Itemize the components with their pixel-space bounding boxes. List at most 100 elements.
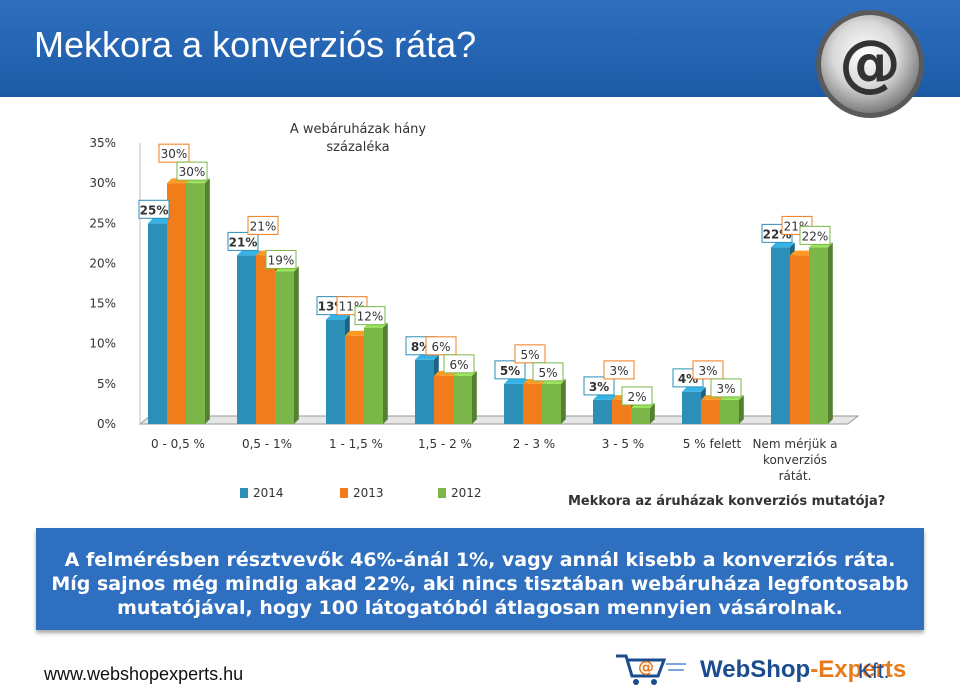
legend-swatch-2012 xyxy=(438,488,446,498)
bar-2013 xyxy=(790,255,809,424)
data-label-text: 2% xyxy=(627,390,646,404)
data-label-2013: 3% xyxy=(692,360,724,380)
data-label-2012: 6% xyxy=(443,354,475,374)
data-label-box xyxy=(265,249,297,269)
bar-2014 xyxy=(326,319,345,424)
x-tick-label: 1 - 1,5 % xyxy=(329,437,383,451)
data-label-box xyxy=(227,231,259,251)
bar-side-2012 xyxy=(472,371,477,424)
bar-2014 xyxy=(148,223,167,424)
legend-label-2013: 2013 xyxy=(353,486,384,500)
data-label-text: 6% xyxy=(449,358,468,372)
footer-url-link[interactable]: www.webshopexperts.hu xyxy=(44,664,244,684)
data-label-2014: 25% xyxy=(138,199,170,219)
bar-2013 xyxy=(434,375,453,424)
bar-2014 xyxy=(682,391,701,424)
data-label-2012: 2% xyxy=(621,386,653,406)
bar-top-2014 xyxy=(593,395,617,400)
bar-2013 xyxy=(701,399,720,424)
bar-top-2014 xyxy=(771,242,795,248)
bar-2013 xyxy=(167,183,186,424)
chart-subtitle: Mekkora az áruházak konverziós mutatója? xyxy=(568,494,886,509)
data-label-text: 12% xyxy=(357,310,384,324)
y-tick-label: 35% xyxy=(89,136,116,150)
bar-2012 xyxy=(542,383,561,424)
data-label-2014: 3% xyxy=(583,376,615,396)
data-label-2013: 30% xyxy=(158,143,190,163)
summary-line-3: mutatójával, hogy 100 látogatóból átlago… xyxy=(117,597,843,619)
chart-axes: 0% 5% 10% 15% 20% 25% 30% 35% 0 - 0,5 % 0,5 - 1% 1… xyxy=(89,136,860,483)
data-label-text: 21% xyxy=(229,235,258,249)
data-label-box xyxy=(247,215,279,235)
legend-label-2014: 2014 xyxy=(253,486,284,500)
data-label-box xyxy=(710,378,742,398)
bar-2012 xyxy=(275,271,294,424)
data-label-2012: 12% xyxy=(354,306,386,326)
data-label-2013: 21% xyxy=(247,215,279,235)
data-label-box xyxy=(583,376,615,396)
bar-chart: 0% 5% 10% 15% 20% 25% 30% 35% 0 - 0,5 % 0,5 - 1% 1… xyxy=(89,136,860,483)
summary-box: A felmérésben résztvevők 46%-ánál 1%, va… xyxy=(36,528,924,630)
legend-item-2012: 2012 xyxy=(438,486,482,500)
data-label-text: 3% xyxy=(716,382,735,396)
brand-name-part-2: -Experts xyxy=(810,656,907,683)
bar-top-2014 xyxy=(682,387,706,392)
legend-swatch-2014 xyxy=(240,488,248,498)
svg-text:@: @ xyxy=(839,26,901,99)
summary-line-2: Míg sajnos még mindig akad 22%, aki ninc… xyxy=(51,573,909,595)
data-label-box xyxy=(692,360,724,380)
data-label-2013: 3% xyxy=(603,360,635,380)
x-tick-label: 0 - 0,5 % xyxy=(151,437,205,451)
bar-side-2012 xyxy=(650,403,655,424)
data-label-box xyxy=(158,143,190,163)
bar-top-2014 xyxy=(148,218,172,224)
bar-top-2013 xyxy=(790,250,814,256)
data-label-box xyxy=(603,360,635,380)
bar-2012 xyxy=(364,327,383,424)
data-label-text: 22% xyxy=(802,229,829,243)
data-label-text: 3% xyxy=(698,364,717,378)
data-label-box xyxy=(514,344,546,364)
y-tick-label: 5% xyxy=(97,377,116,391)
bar-side-2012 xyxy=(828,242,833,424)
bar-2012 xyxy=(809,247,828,424)
chart-data-labels: 25%21%13%8%5%3%4%22%30%21%11%6%5%3% 3%21%… xyxy=(138,143,831,406)
summary-text: A felmérésben résztvevők 46%-ánál 1%, va… xyxy=(46,548,914,620)
x-tick-label: 1,5 - 2 % xyxy=(418,437,472,451)
x-tick-label: rátát. xyxy=(779,469,812,483)
bar-2014 xyxy=(504,383,523,424)
data-label-box xyxy=(799,225,831,245)
y-tick-label: 30% xyxy=(89,176,116,190)
bar-side-2012 xyxy=(205,178,210,424)
data-label-text: 3% xyxy=(589,380,609,394)
bar-top-2014 xyxy=(326,314,350,320)
data-label-box xyxy=(443,354,475,374)
data-label-text: 6% xyxy=(431,340,450,354)
bar-2014 xyxy=(771,247,790,424)
data-label-2012: 30% xyxy=(176,161,208,181)
data-label-box xyxy=(425,336,457,356)
bar-2013 xyxy=(612,399,631,424)
bar-2013 xyxy=(345,335,364,424)
chart-bars xyxy=(148,178,833,424)
x-tick-label: Nem mérjük a xyxy=(753,437,838,451)
data-label-box xyxy=(532,362,564,382)
x-tick-label: 5 % felett xyxy=(683,437,742,451)
bar-2012 xyxy=(720,399,739,424)
brand-name-part-1: WebShop xyxy=(700,656,811,683)
y-tick-label: 25% xyxy=(89,216,116,230)
data-label-2013: 5% xyxy=(514,344,546,364)
data-label-text: 5% xyxy=(538,366,557,380)
bar-2014 xyxy=(415,359,434,424)
y-tick-label: 20% xyxy=(89,256,116,270)
data-label-text: 25% xyxy=(140,203,169,217)
data-label-text: 5% xyxy=(520,348,539,362)
x-tick-label: 0,5 - 1% xyxy=(242,437,292,451)
y-tick-label: 10% xyxy=(89,337,116,351)
y-tick-label: 0% xyxy=(97,417,116,431)
data-label-box xyxy=(354,306,386,326)
bar-2014 xyxy=(237,255,256,424)
bar-side-2012 xyxy=(294,266,299,424)
brand-suffix: Kft. xyxy=(858,660,890,683)
legend-item-2014: 2014 xyxy=(240,486,284,500)
